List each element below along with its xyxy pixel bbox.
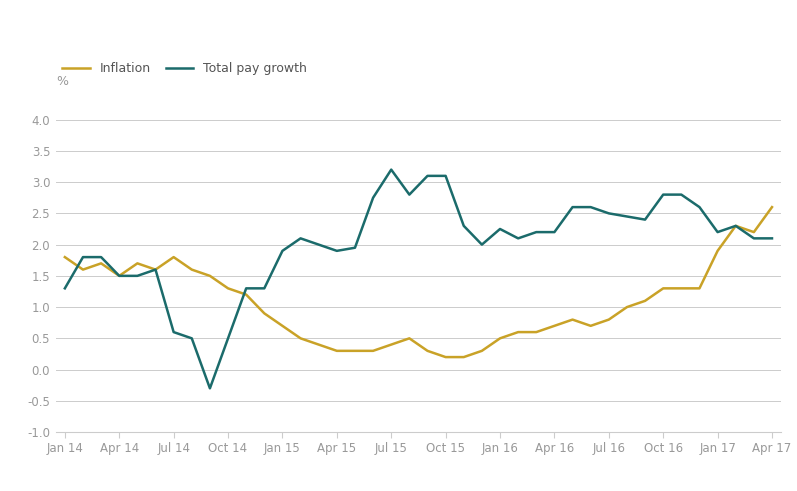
Inflation xyxy=(459,354,469,360)
Total pay growth xyxy=(532,229,541,235)
Inflation xyxy=(115,273,124,279)
Inflation xyxy=(332,348,342,354)
Inflation xyxy=(60,254,69,260)
Total pay growth xyxy=(459,223,469,229)
Total pay growth xyxy=(405,191,414,197)
Inflation xyxy=(350,348,359,354)
Total pay growth xyxy=(296,235,305,241)
Inflation xyxy=(405,335,414,341)
Total pay growth xyxy=(749,235,759,241)
Total pay growth xyxy=(768,235,777,241)
Total pay growth xyxy=(115,273,124,279)
Inflation xyxy=(622,304,632,310)
Total pay growth xyxy=(604,211,614,217)
Inflation xyxy=(477,348,487,354)
Inflation xyxy=(368,348,378,354)
Inflation xyxy=(314,342,324,348)
Total pay growth xyxy=(332,248,342,254)
Total pay growth xyxy=(495,226,505,232)
Total pay growth xyxy=(658,191,668,197)
Total pay growth xyxy=(277,248,287,254)
Inflation xyxy=(532,329,541,335)
Inflation xyxy=(169,254,179,260)
Total pay growth xyxy=(350,245,359,251)
Inflation xyxy=(695,285,705,291)
Total pay growth xyxy=(132,273,142,279)
Total pay growth xyxy=(677,191,686,197)
Total pay growth xyxy=(586,204,595,210)
Total pay growth xyxy=(387,166,396,172)
Total pay growth xyxy=(169,329,179,335)
Total pay growth xyxy=(368,195,378,201)
Inflation xyxy=(78,267,88,273)
Total pay growth xyxy=(205,385,214,391)
Total pay growth xyxy=(640,217,650,222)
Inflation xyxy=(749,229,759,235)
Inflation xyxy=(513,329,523,335)
Inflation xyxy=(96,260,106,266)
Inflation xyxy=(132,260,142,266)
Line: Inflation: Inflation xyxy=(65,207,772,357)
Inflation xyxy=(241,292,251,298)
Inflation xyxy=(567,317,577,323)
Inflation xyxy=(768,204,777,210)
Legend: Inflation, Total pay growth: Inflation, Total pay growth xyxy=(62,62,307,75)
Inflation xyxy=(277,323,287,329)
Inflation xyxy=(731,223,740,229)
Inflation xyxy=(260,310,269,316)
Total pay growth xyxy=(151,267,160,273)
Total pay growth xyxy=(567,204,577,210)
Inflation xyxy=(604,317,614,323)
Inflation xyxy=(387,342,396,348)
Total pay growth xyxy=(550,229,559,235)
Line: Total pay growth: Total pay growth xyxy=(65,169,772,388)
Total pay growth xyxy=(78,254,88,260)
Inflation xyxy=(550,323,559,329)
Total pay growth xyxy=(260,285,269,291)
Total pay growth xyxy=(422,173,432,179)
Text: %: % xyxy=(56,76,68,88)
Total pay growth xyxy=(731,223,740,229)
Inflation xyxy=(441,354,450,360)
Total pay growth xyxy=(223,335,233,341)
Inflation xyxy=(640,298,650,304)
Total pay growth xyxy=(241,285,251,291)
Total pay growth xyxy=(60,285,69,291)
Inflation xyxy=(677,285,686,291)
Inflation xyxy=(658,285,668,291)
Total pay growth xyxy=(695,204,705,210)
Inflation xyxy=(586,323,595,329)
Inflation xyxy=(495,335,505,341)
Total pay growth xyxy=(96,254,106,260)
Inflation xyxy=(205,273,214,279)
Inflation xyxy=(713,248,722,254)
Total pay growth xyxy=(314,242,324,247)
Total pay growth xyxy=(441,173,450,179)
Total pay growth xyxy=(622,214,632,219)
Inflation xyxy=(223,285,233,291)
Inflation xyxy=(422,348,432,354)
Total pay growth xyxy=(477,242,487,247)
Inflation xyxy=(296,335,305,341)
Total pay growth xyxy=(713,229,722,235)
Inflation xyxy=(187,267,197,273)
Total pay growth xyxy=(187,335,197,341)
Inflation xyxy=(151,267,160,273)
Total pay growth xyxy=(513,235,523,241)
